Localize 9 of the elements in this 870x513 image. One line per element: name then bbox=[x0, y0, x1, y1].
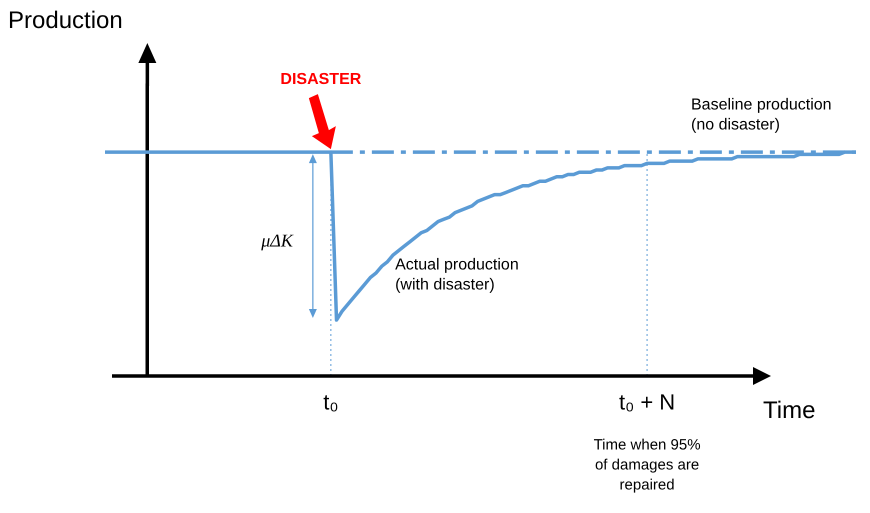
text: DISASTER bbox=[280, 71, 362, 88]
y-axis-title: Production bbox=[8, 7, 123, 34]
series-label: Actual production (with disaster) bbox=[395, 256, 519, 294]
series-label: Baseline production (no disaster) bbox=[691, 96, 832, 134]
x-axis-title: Time bbox=[763, 397, 816, 424]
x-tick-label: t₀ + N bbox=[618, 389, 676, 414]
text: Time when 95% of damages are repaired bbox=[594, 436, 701, 494]
x-tick-label: t₀ bbox=[323, 389, 338, 414]
annotation: μΔK bbox=[260, 230, 294, 250]
